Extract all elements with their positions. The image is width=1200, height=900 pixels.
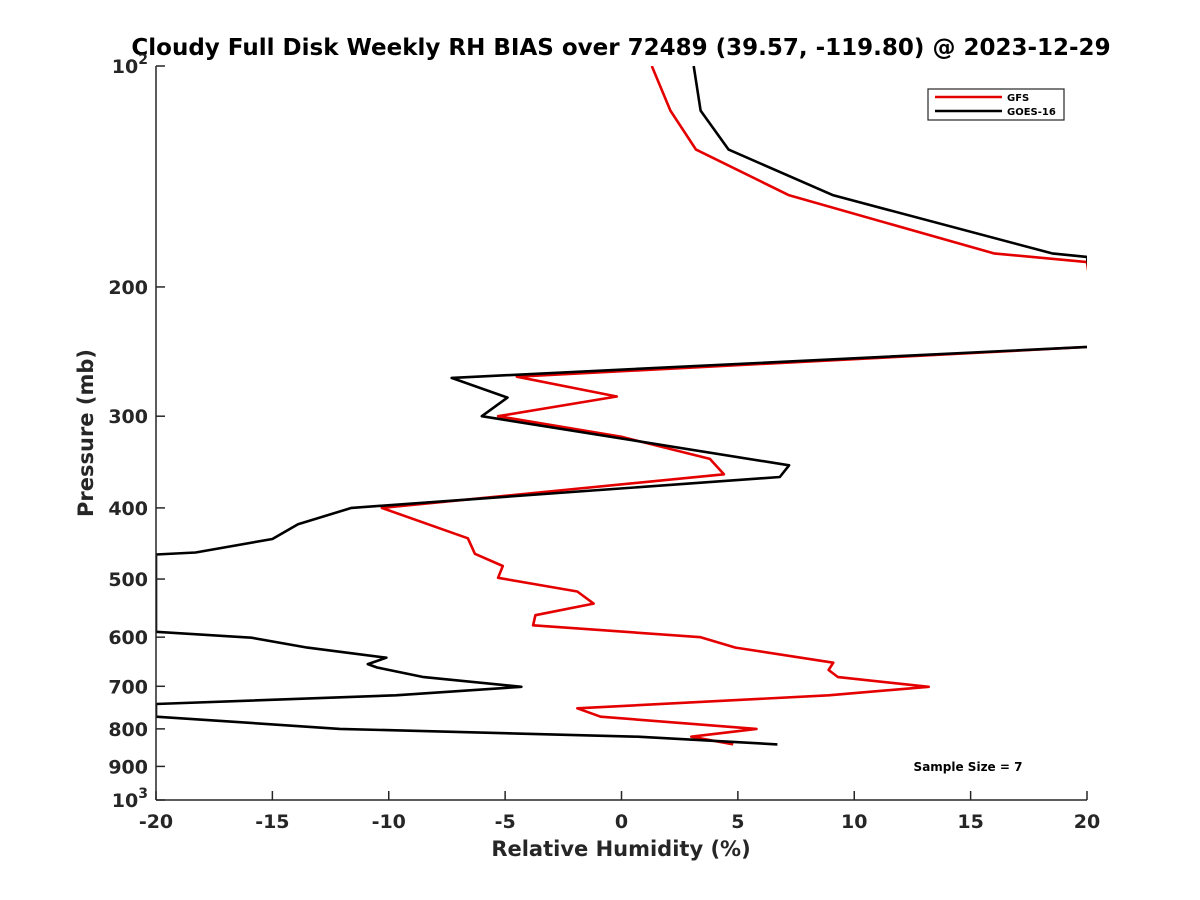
- x-tick-label: -15: [255, 811, 289, 833]
- x-tick-label: 10: [841, 811, 867, 833]
- y-tick-label: 200: [108, 277, 148, 299]
- y-tick-label: 900: [108, 756, 148, 778]
- y-ticks: 102 200 300 400 500 600 700 800 900 103: [108, 52, 165, 812]
- legend-label-goes16: GOES-16: [1007, 107, 1056, 118]
- x-tick-label: 5: [731, 811, 744, 833]
- x-tick-label: 20: [1074, 811, 1100, 833]
- series-line-gfs: [380, 66, 1087, 746]
- x-tick-label: 0: [615, 811, 628, 833]
- x-tick-label: 15: [957, 811, 983, 833]
- x-ticks: -20 -15 -10 -5 0 5 10 15 20: [139, 791, 1100, 833]
- y-tick-label: 102: [112, 52, 148, 78]
- x-axis-label: Relative Humidity (%): [491, 837, 750, 861]
- series-line-goes16: [156, 66, 1087, 746]
- plot-lines: [156, 66, 1087, 746]
- chart-title: Cloudy Full Disk Weekly RH BIAS over 724…: [131, 35, 1110, 61]
- legend-box: [927, 88, 1065, 121]
- y-tick-label: 300: [108, 406, 148, 428]
- x-tick-label: -5: [495, 811, 516, 833]
- y-tick-label: 800: [108, 719, 148, 741]
- x-tick-label: -20: [139, 811, 173, 833]
- y-tick-label: 400: [108, 498, 148, 520]
- y-tick-label: 700: [108, 676, 148, 698]
- y-tick-label: 600: [108, 627, 148, 649]
- legend: GFS GOES-16: [927, 88, 1065, 121]
- y-tick-label: 500: [108, 569, 148, 591]
- y-tick-label: 103: [112, 786, 148, 812]
- legend-label-gfs: GFS: [1007, 93, 1029, 104]
- sample-size-annotation: Sample Size = 7: [914, 760, 1023, 774]
- axes: [155, 66, 1087, 801]
- y-axis-label: Pressure (mb): [74, 349, 98, 517]
- x-tick-label: -10: [372, 811, 406, 833]
